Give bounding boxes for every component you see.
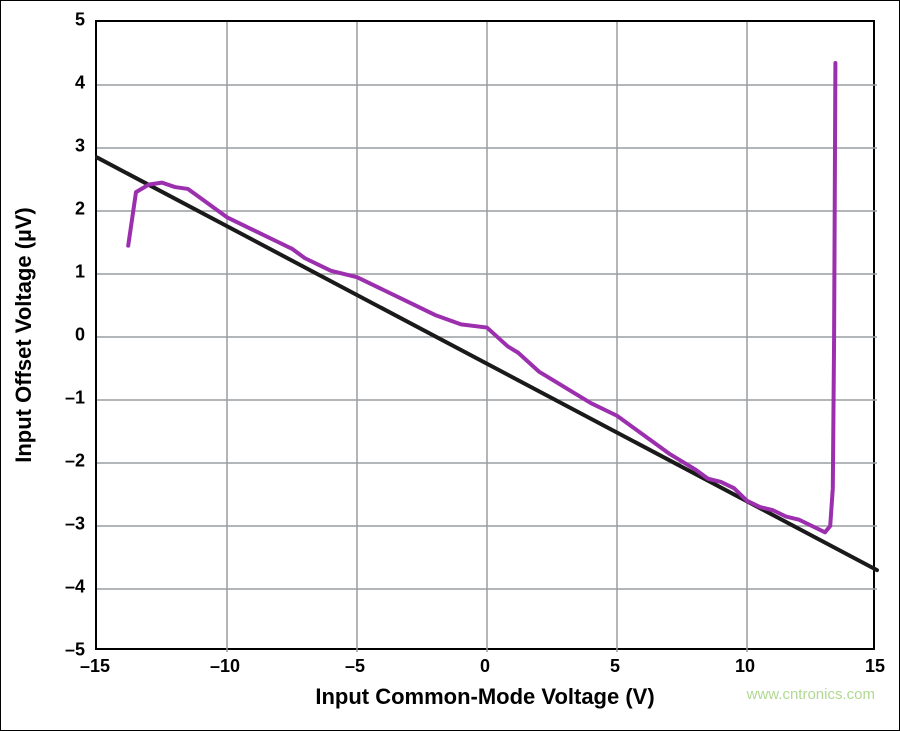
x-tick: 0 bbox=[455, 656, 515, 677]
x-tick: 10 bbox=[715, 656, 775, 677]
x-axis-label: Input Common-Mode Voltage (V) bbox=[315, 684, 654, 710]
y-axis-label: Input Offset Voltage (µV) bbox=[11, 207, 37, 462]
x-tick: 15 bbox=[845, 656, 900, 677]
plot-svg bbox=[97, 22, 877, 652]
y-tick: –3 bbox=[25, 514, 85, 535]
y-tick: –4 bbox=[25, 577, 85, 598]
plot-area bbox=[95, 20, 875, 650]
x-tick: 5 bbox=[585, 656, 645, 677]
y-tick: 3 bbox=[25, 136, 85, 157]
x-tick: –5 bbox=[325, 656, 385, 677]
y-tick: 5 bbox=[25, 10, 85, 31]
x-tick: –15 bbox=[65, 656, 125, 677]
grid-lines bbox=[97, 22, 877, 652]
y-tick: 4 bbox=[25, 73, 85, 94]
x-tick: –10 bbox=[195, 656, 255, 677]
offset-vs-cm-chart: –5–4–3–2–1012345 –15–10–5051015 Input Of… bbox=[0, 0, 900, 731]
watermark-text: www.cntronics.com bbox=[747, 686, 875, 703]
series-measured-curve bbox=[128, 63, 835, 532]
